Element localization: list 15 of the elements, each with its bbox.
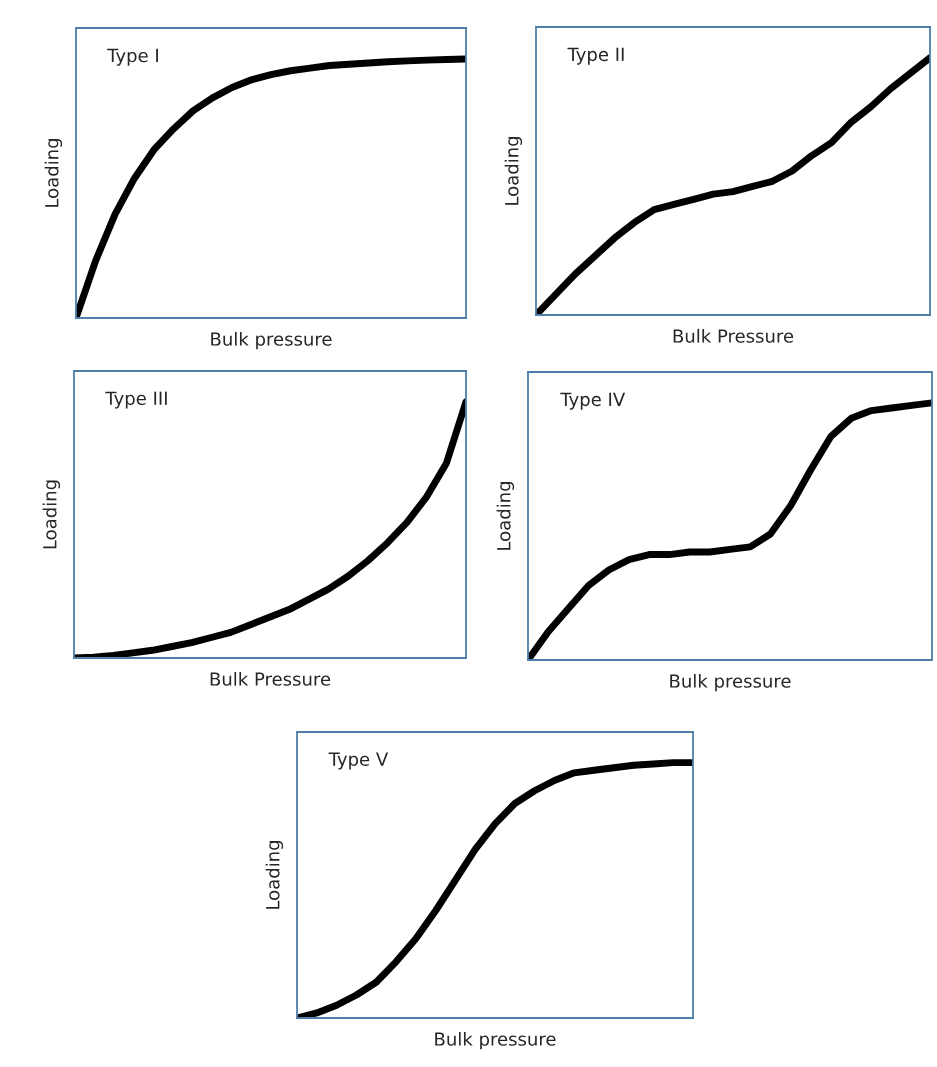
chart-title: Type III xyxy=(105,391,167,409)
x-axis-title: Bulk pressure xyxy=(211,331,332,350)
x-axis-title: Bulk pressure xyxy=(670,673,791,692)
chart-title: Type V xyxy=(328,752,389,770)
chart-title: Type IV xyxy=(560,392,626,410)
y-axis-title: Loading xyxy=(265,841,284,909)
y-axis-title: Loading xyxy=(42,480,61,549)
chart-title: Type I xyxy=(107,48,158,66)
y-axis-title: Loading xyxy=(44,139,63,207)
chart-title: Type II xyxy=(567,47,624,65)
x-axis-title: Bulk pressure xyxy=(435,1031,556,1050)
x-axis-title: Bulk Pressure xyxy=(210,671,331,686)
y-axis-title: Loading xyxy=(496,482,515,550)
y-axis-title: Loading xyxy=(504,137,523,205)
x-axis-title: Bulk Pressure xyxy=(673,328,794,343)
